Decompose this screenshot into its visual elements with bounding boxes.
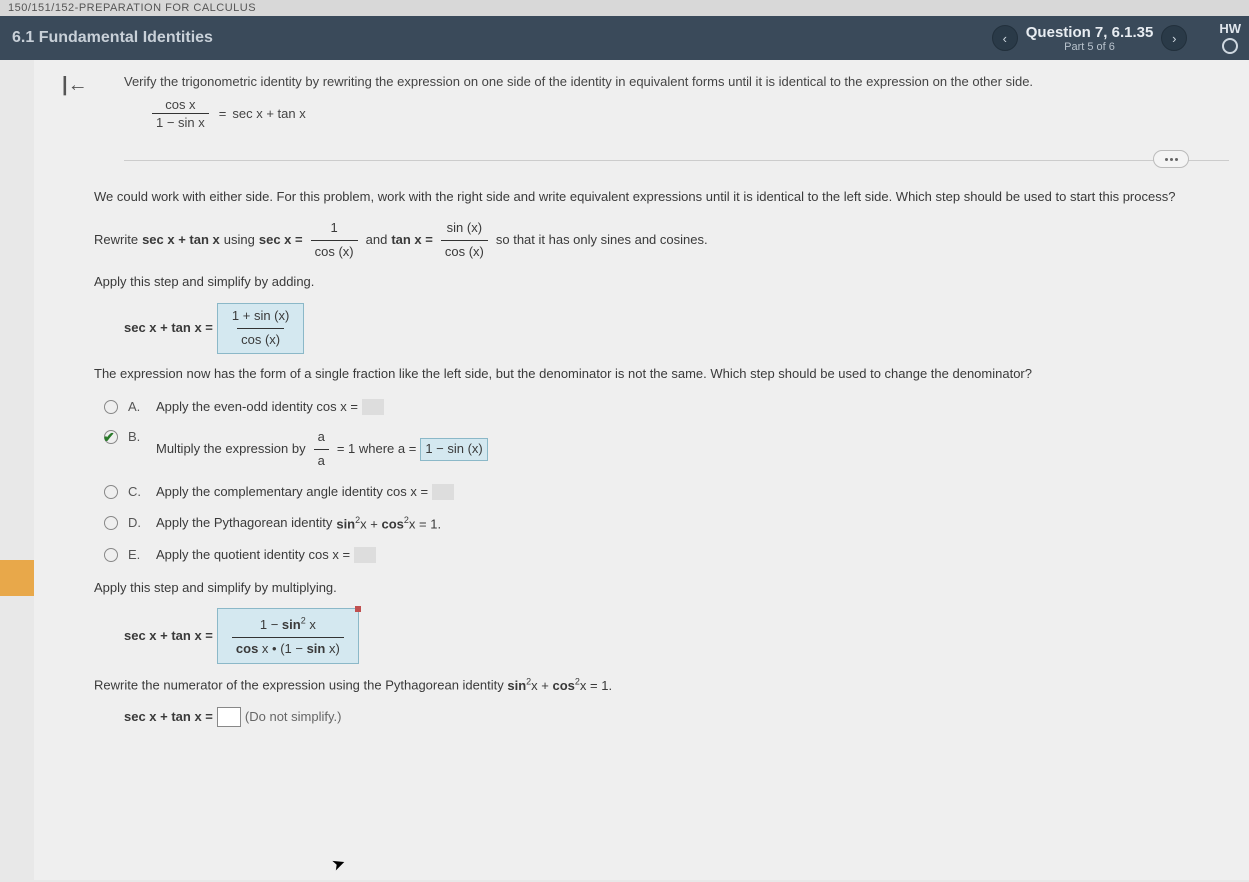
step3-question: The expression now has the form of a sin… xyxy=(94,364,1209,385)
t: and xyxy=(366,230,388,251)
lhs-numerator: cos x xyxy=(161,97,199,113)
step2-apply: Apply this step and simplify by adding. xyxy=(94,272,1209,293)
step2-equation: sec x + tan x = 1 + sin (x) cos (x) xyxy=(94,303,1209,354)
t: Rewrite xyxy=(94,230,138,251)
highlight-marker xyxy=(0,560,34,596)
answer-hint: (Do not simplify.) xyxy=(245,707,342,728)
t: sec x = xyxy=(259,230,303,251)
radio-e[interactable] xyxy=(104,548,118,562)
t: Multiply the expression by xyxy=(156,439,306,460)
rhs-expression: sec x + tan x xyxy=(232,106,305,121)
t: a xyxy=(314,449,329,472)
step4-equation: sec x + tan x = 1 − sin2 x cos x • (1 − … xyxy=(94,608,1209,664)
step4-apply: Apply this step and simplify by multiply… xyxy=(94,578,1209,599)
option-d[interactable]: D. Apply the Pythagorean identity sin2x … xyxy=(94,513,1209,535)
section-title: 6.1 Fundamental Identities xyxy=(8,29,213,47)
opt-letter: D. xyxy=(128,513,146,534)
equals-sign: = xyxy=(219,106,227,121)
step1-intro: We could work with either side. For this… xyxy=(94,187,1209,208)
opt-letter: C. xyxy=(128,482,146,503)
radio-b[interactable] xyxy=(104,430,118,444)
question-header: 6.1 Fundamental Identities ‹ Question 7,… xyxy=(0,16,1249,60)
t: 1 xyxy=(326,218,341,240)
resize-handle-icon xyxy=(355,606,361,612)
option-c[interactable]: C. Apply the complementary angle identit… xyxy=(94,482,1209,503)
cursor-icon: ➤ xyxy=(329,852,348,875)
step5-text: Rewrite the numerator of the expression … xyxy=(94,674,1209,696)
instruction-text: Verify the trigonometric identity by rew… xyxy=(124,74,1033,89)
identity-equation: cos x 1 − sin x = sec x + tan x xyxy=(124,89,1229,146)
t: Apply the complementary angle identity c… xyxy=(156,482,428,503)
back-button[interactable]: |← xyxy=(62,74,88,97)
t: Rewrite the numerator of the expression … xyxy=(94,678,507,693)
final-answer-line: sec x + tan x = (Do not simplify.) xyxy=(94,707,1209,728)
hw-label: HW xyxy=(1219,22,1241,36)
lhs-denominator: 1 − sin x xyxy=(152,113,209,130)
option-e[interactable]: E. Apply the quotient identity cos x = xyxy=(94,545,1209,566)
prev-question-button[interactable]: ‹ xyxy=(992,25,1018,51)
t: Apply the Pythagorean identity xyxy=(156,513,332,534)
blank-field xyxy=(432,484,454,500)
hw-circle-icon xyxy=(1222,38,1238,54)
t: cos (x) xyxy=(311,240,358,263)
t: tan x = xyxy=(391,230,433,251)
content-panel: |← Verify the trigonometric identity by … xyxy=(34,60,1249,880)
blank-field xyxy=(362,399,384,415)
opt-letter: E. xyxy=(128,545,146,566)
t: = 1 where a = xyxy=(337,439,417,460)
radio-d[interactable] xyxy=(104,516,118,530)
step1-rewrite: Rewrite sec x + tan x using sec x = 1 co… xyxy=(94,218,1209,263)
answer-input[interactable] xyxy=(217,707,241,727)
t: sin (x) xyxy=(443,218,486,240)
question-part: Part 5 of 6 xyxy=(1026,41,1154,53)
t: cos (x) xyxy=(441,240,488,263)
opt-letter: A. xyxy=(128,397,146,418)
t: Apply the quotient identity cos x = xyxy=(156,545,350,566)
course-crumb: 150/151/152-PREPARATION FOR CALCULUS xyxy=(0,0,1249,16)
problem-statement: Verify the trigonometric identity by rew… xyxy=(34,60,1249,160)
t: sec x + tan x = xyxy=(124,318,213,339)
question-indicator: Question 7, 6.1.35 Part 5 of 6 xyxy=(1026,24,1154,53)
more-options-button[interactable] xyxy=(1153,150,1189,168)
t: sec x + tan x xyxy=(142,230,220,251)
option-b-answer: 1 − sin (x) xyxy=(420,438,487,461)
next-question-button[interactable]: › xyxy=(1161,25,1187,51)
t: cos (x) xyxy=(237,328,284,351)
radio-a[interactable] xyxy=(104,400,118,414)
solution-body: We could work with either side. For this… xyxy=(34,161,1249,757)
option-b[interactable]: B. Multiply the expression by a a = 1 wh… xyxy=(94,427,1209,472)
t: sec x + tan x = xyxy=(124,707,213,728)
divider xyxy=(124,160,1229,161)
opt-letter: B. xyxy=(128,427,146,448)
option-a[interactable]: A. Apply the even-odd identity cos x = xyxy=(94,397,1209,418)
left-gutter xyxy=(0,60,34,880)
t: a xyxy=(314,427,329,449)
radio-c[interactable] xyxy=(104,485,118,499)
t: so that it has only sines and cosines. xyxy=(496,230,708,251)
blank-field xyxy=(354,547,376,563)
t: sec x + tan x = xyxy=(124,626,213,647)
t: using xyxy=(224,230,255,251)
hw-score-badge: HW xyxy=(1219,22,1241,54)
question-number: Question 7, 6.1.35 xyxy=(1026,24,1154,41)
answer-options: A. Apply the even-odd identity cos x = B… xyxy=(94,397,1209,566)
t: Apply the even-odd identity cos x = xyxy=(156,397,358,418)
t: 1 + sin (x) xyxy=(228,306,293,328)
